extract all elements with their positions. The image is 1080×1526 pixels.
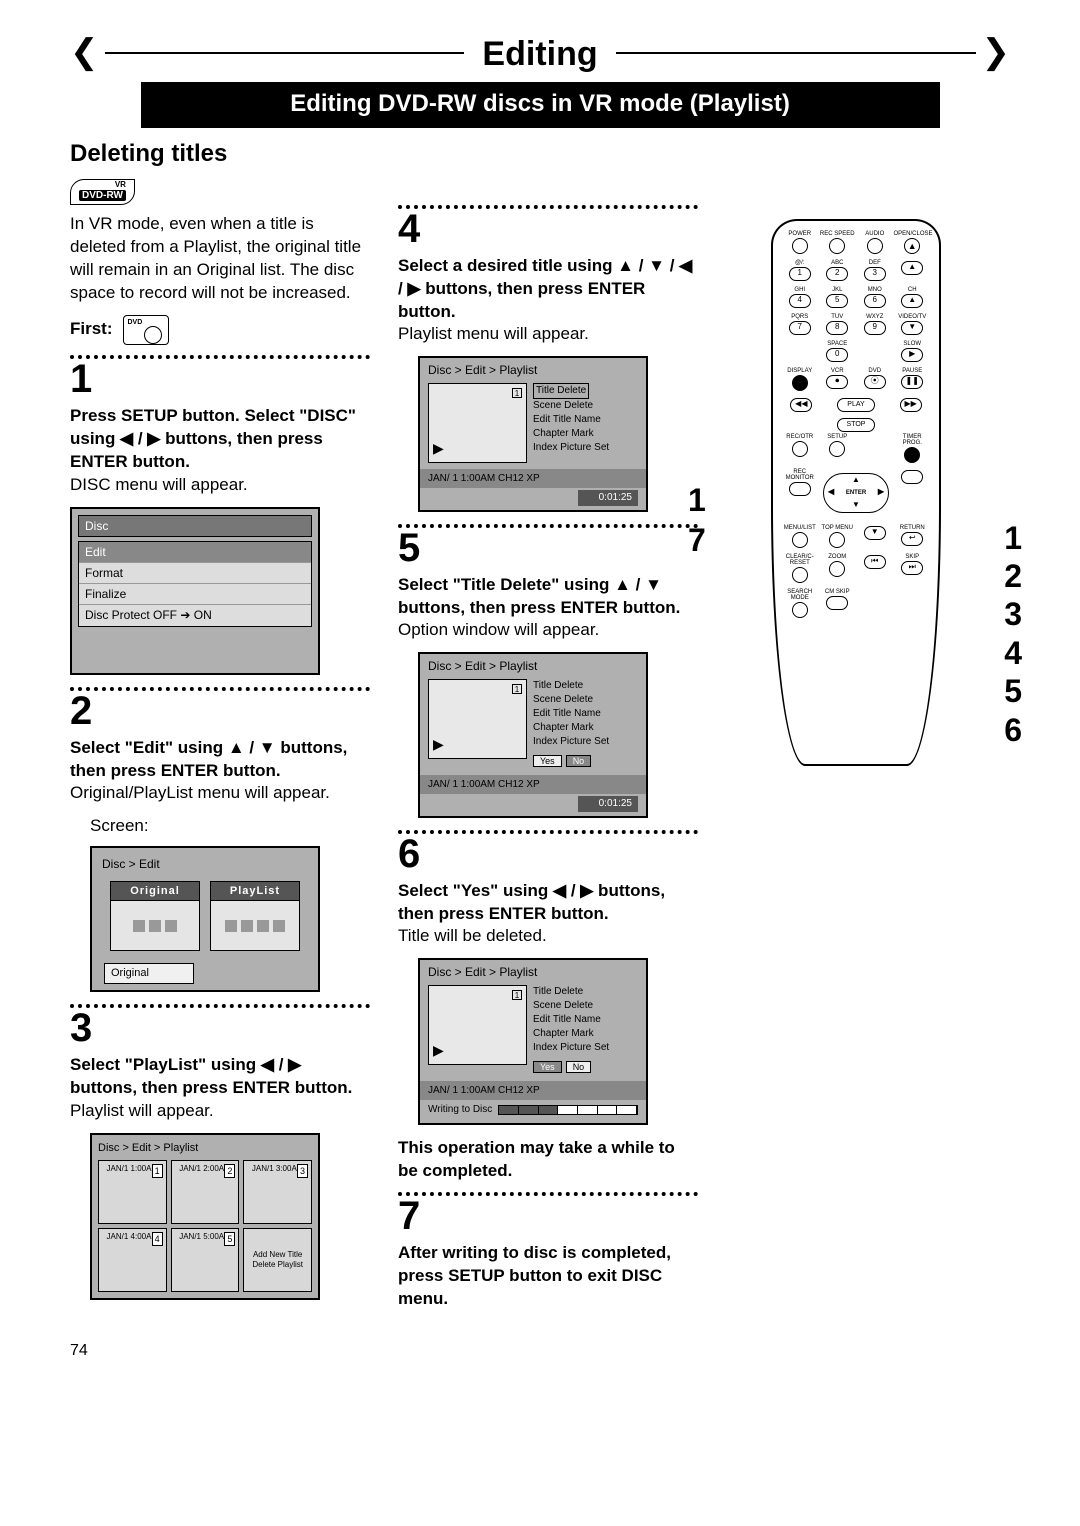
- subtitle-bar: Editing DVD-RW discs in VR mode (Playlis…: [141, 82, 940, 128]
- step-7-number: 7: [398, 1196, 698, 1236]
- step-6-body: Title will be deleted.: [398, 925, 698, 948]
- callout-left-1: 1: [688, 479, 706, 522]
- page-title: Editing: [470, 32, 609, 78]
- screen-label: Screen:: [90, 815, 370, 838]
- page-number: 74: [70, 1340, 1010, 1362]
- ornament-left: ❮: [70, 30, 99, 76]
- first-label: First:: [70, 318, 113, 341]
- playlist-tab: PlayList: [210, 881, 300, 902]
- disc-menu-item: Format: [79, 563, 311, 584]
- step-5-number: 5: [398, 528, 698, 568]
- section-heading: Deleting titles: [70, 138, 1010, 170]
- page-header: ❮ Editing ❯ Editing DVD-RW discs in VR m…: [70, 30, 1010, 128]
- step-4-number: 4: [398, 209, 698, 249]
- step-6-head: Select "Yes" using ◀ / ▶ buttons, then p…: [398, 880, 698, 926]
- original-tab: Original: [110, 881, 200, 902]
- step-3-number: 3: [70, 1008, 370, 1048]
- crumb: Disc > Edit: [98, 854, 312, 874]
- step-1-number: 1: [70, 359, 370, 399]
- disc-menu-title: Disc: [78, 515, 312, 537]
- step-3-body: Playlist will appear.: [70, 1100, 370, 1123]
- playlist-grid-screenshot: Disc > Edit > Playlist 1JAN/1 1:00AM 2JA…: [90, 1133, 320, 1300]
- step-2-number: 2: [70, 691, 370, 731]
- step-2-head: Select "Edit" using ▲ / ▼ buttons, then …: [70, 737, 370, 783]
- disc-menu-item: Disc Protect OFF ➔ ON: [79, 605, 311, 625]
- middle-column: 4 Select a desired title using ▲ / ▼ / ◀…: [398, 179, 698, 1312]
- completion-note: This operation may take a while to be co…: [398, 1137, 698, 1183]
- step5-screenshot: Disc > Edit > Playlist 1▶ Title Delete S…: [418, 652, 648, 817]
- enter-ring: ENTER▲▼◀▶: [823, 473, 889, 513]
- step-1-body: DISC menu will appear.: [70, 474, 370, 497]
- step-5-head: Select "Title Delete" using ▲ / ▼ button…: [398, 574, 698, 620]
- step-6-number: 6: [398, 834, 698, 874]
- step-4-body: Playlist menu will appear.: [398, 323, 698, 346]
- step-3-head: Select "PlayList" using ◀ / ▶ buttons, t…: [70, 1054, 370, 1100]
- remote-control-illustration: POWER REC SPEED AUDIO OPEN/CLOSE▲ @/:1 A…: [771, 219, 941, 766]
- step-1-head: Press SETUP button. Select "DISC" using …: [70, 405, 370, 474]
- crumb: Disc > Edit > Playlist: [98, 1141, 312, 1156]
- disc-menu-screenshot: Disc Edit Format Finalize Disc Protect O…: [70, 507, 320, 675]
- right-column: 1 7 POWER REC SPEED AUDIO OPEN/CLOSE▲ @/…: [726, 179, 986, 766]
- callout-right-list: 1 2 3 4 5 6: [1004, 519, 1022, 749]
- disc-menu-item: Finalize: [79, 584, 311, 605]
- intro-paragraph: In VR mode, even when a title is deleted…: [70, 213, 370, 305]
- dvd-disc-icon: [123, 315, 169, 345]
- step-2-body: Original/PlayList menu will appear.: [70, 782, 370, 805]
- original-playlist-screenshot: Disc > Edit Original PlayList Original: [90, 846, 320, 992]
- callout-left-7: 7: [688, 519, 706, 562]
- disc-menu-item: Edit: [79, 542, 311, 563]
- add-new-cell: Add New Title Delete Playlist: [243, 1228, 312, 1292]
- step4-screenshot: Disc > Edit > Playlist 1▶ Title Delete S…: [418, 356, 648, 511]
- play-button: PLAY: [837, 398, 875, 412]
- step6-screenshot: Disc > Edit > Playlist 1▶ Title Delete S…: [418, 958, 648, 1124]
- dvdrw-badge: VR DVD-RW: [70, 179, 135, 206]
- step-4-head: Select a desired title using ▲ / ▼ / ◀ /…: [398, 255, 698, 324]
- step-7-head: After writing to disc is completed, pres…: [398, 1242, 698, 1311]
- left-column: VR DVD-RW In VR mode, even when a title …: [70, 179, 370, 1312]
- ornament-right: ❯: [982, 30, 1011, 76]
- step-5-body: Option window will appear.: [398, 619, 698, 642]
- stop-button: STOP: [837, 418, 875, 432]
- selection-caption: Original: [104, 963, 194, 984]
